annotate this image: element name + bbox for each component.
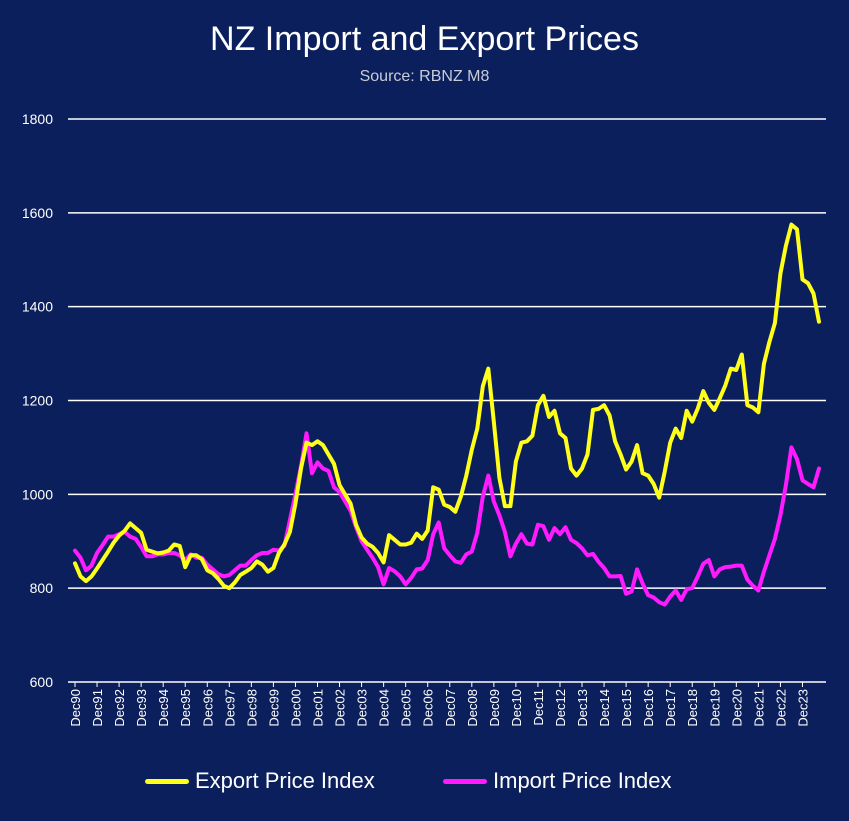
x-tick-label: Dec93: [134, 689, 149, 727]
x-tick-label: Dec10: [509, 689, 524, 727]
x-tick-label: Dec92: [112, 689, 127, 727]
y-tick-label: 600: [30, 674, 54, 690]
x-tick-label: Dec14: [597, 689, 612, 727]
x-tick-label: Dec94: [156, 689, 171, 727]
legend-item-import: Import Price Index: [443, 768, 672, 794]
x-tick-label: Dec20: [729, 689, 744, 727]
x-tick-label: Dec19: [707, 689, 722, 727]
x-tick-label: Dec02: [333, 689, 348, 727]
legend-label-export: Export Price Index: [195, 768, 375, 793]
x-tick-label: Dec96: [200, 689, 215, 727]
x-tick-label: Dec05: [399, 689, 414, 727]
x-tick-label: Dec09: [487, 689, 502, 727]
y-tick-label: 1000: [22, 486, 53, 502]
x-tick-label: Dec18: [685, 689, 700, 727]
x-tick-label: Dec22: [773, 689, 788, 727]
x-tick-label: Dec08: [465, 689, 480, 727]
series-line-export: [73, 222, 821, 591]
x-tick-label: Dec11: [531, 689, 546, 726]
x-tick-label: Dec91: [90, 689, 105, 727]
x-tick-label: Dec06: [421, 689, 436, 727]
x-tick-label: Dec17: [663, 689, 678, 727]
y-tick-label: 1400: [22, 299, 53, 315]
x-tick-label: Dec03: [355, 689, 370, 727]
x-tick-label: Dec97: [222, 689, 237, 727]
chart-title: NZ Import and Export Prices: [210, 20, 639, 58]
x-tick-label: Dec12: [553, 689, 568, 727]
x-tick-label: Dec13: [575, 689, 590, 727]
x-tick-label: Dec99: [266, 689, 281, 727]
x-tick-label: Dec90: [68, 689, 83, 727]
y-tick-label: 1200: [22, 393, 53, 409]
x-tick-label: Dec01: [310, 689, 325, 727]
x-tick-label: Dec23: [795, 689, 810, 727]
legend-label-import: Import Price Index: [493, 768, 672, 793]
chart-subtitle: Source: RBNZ M8: [359, 68, 490, 85]
x-tick-label: Dec98: [244, 689, 259, 727]
chart-legend: Export Price Index Import Price Index: [0, 768, 849, 802]
legend-swatch-export: [145, 778, 189, 784]
x-tick-label: Dec07: [443, 689, 458, 727]
x-tick-label: Dec21: [751, 689, 766, 727]
x-tick-label: Dec04: [377, 689, 392, 727]
x-tick-label: Dec00: [288, 689, 303, 727]
series-line-import: [73, 431, 821, 607]
legend-swatch-import: [443, 778, 487, 784]
legend-item-export: Export Price Index: [145, 768, 375, 794]
x-tick-label: Dec95: [178, 689, 193, 727]
x-tick-label: Dec16: [641, 689, 656, 727]
y-tick-label: 800: [30, 580, 54, 596]
y-tick-label: 1800: [22, 111, 53, 127]
y-tick-label: 1600: [22, 205, 53, 221]
x-tick-label: Dec15: [619, 689, 634, 727]
